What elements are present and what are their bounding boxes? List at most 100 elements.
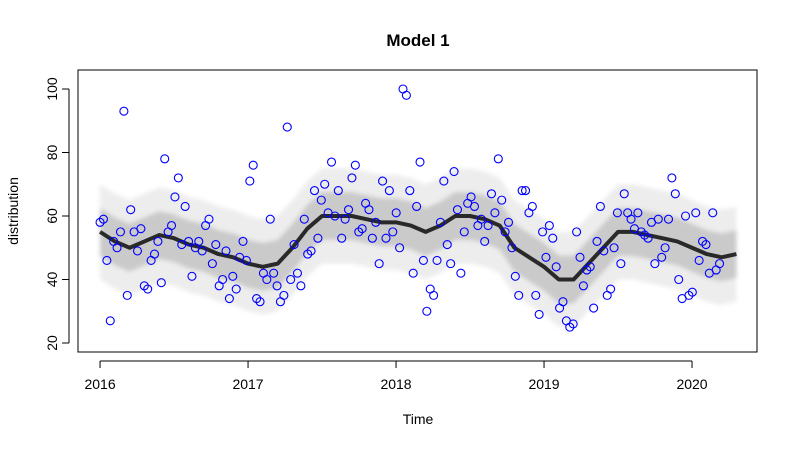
y-tick-label: 60 [44, 208, 60, 224]
data-point [585, 262, 595, 272]
data-point [320, 179, 330, 189]
data-point [633, 208, 643, 218]
data-point [143, 284, 153, 294]
data-point [388, 227, 398, 237]
data-point [558, 297, 568, 307]
data-point [221, 246, 231, 256]
data-point [391, 208, 401, 218]
data-point [136, 224, 146, 234]
data-point [194, 236, 204, 246]
data-point [449, 166, 459, 177]
data-point [500, 227, 510, 237]
data-point [269, 268, 279, 278]
data-point [337, 233, 347, 243]
data-point [527, 201, 537, 212]
data-point [589, 303, 599, 313]
data-point [378, 176, 388, 186]
data-point [333, 186, 343, 196]
data-point [619, 189, 629, 199]
data-point [503, 217, 514, 227]
data-point [115, 227, 126, 237]
data-point [599, 246, 609, 256]
data-point [510, 271, 520, 281]
data-point [306, 246, 316, 256]
data-point [289, 240, 299, 250]
data-point [538, 227, 548, 237]
data-point [255, 297, 265, 307]
data-point [381, 233, 391, 243]
x-tick-label: 2020 [676, 376, 707, 392]
data-point [204, 214, 214, 224]
data-point [544, 220, 554, 231]
data-point [435, 217, 445, 227]
data-point [343, 205, 354, 215]
data-point [456, 268, 466, 278]
data-point [272, 281, 282, 291]
data-point [248, 160, 258, 170]
data-point [578, 281, 588, 291]
data-point [507, 243, 517, 253]
data-point [694, 255, 704, 266]
data-point [357, 224, 367, 234]
data-point [691, 208, 701, 218]
data-point [670, 189, 680, 199]
plot-frame [77, 69, 758, 353]
data-point [687, 287, 697, 297]
chart-title: Model 1 [386, 31, 449, 50]
data-point [612, 208, 622, 218]
data-point [126, 205, 136, 215]
data-point [490, 208, 500, 218]
data-point [520, 186, 531, 196]
data-point [422, 306, 432, 316]
data-point [446, 259, 456, 269]
data-point [228, 271, 238, 281]
data-point [439, 176, 449, 186]
data-point [367, 233, 377, 243]
data-point [282, 122, 292, 132]
data-point [493, 154, 503, 164]
data-point [616, 259, 626, 269]
data-point [156, 278, 166, 288]
data-point [408, 268, 418, 278]
data-point [180, 201, 190, 212]
data-point [541, 252, 551, 262]
data-point [568, 319, 578, 329]
data-point [119, 106, 129, 116]
data-point [514, 290, 524, 300]
data-point [371, 217, 381, 227]
y-tick-label: 20 [44, 335, 60, 351]
data-point [184, 236, 194, 246]
data-point [415, 157, 425, 167]
data-point [292, 268, 303, 278]
data-point [476, 214, 486, 224]
data-point [299, 214, 309, 224]
y-axis-label: distribution [5, 177, 21, 245]
data-point [231, 284, 241, 294]
data-point [452, 205, 463, 215]
data-point [340, 214, 350, 224]
data-point [701, 240, 711, 250]
data-point [575, 252, 585, 262]
data-point [595, 201, 605, 212]
data-point [401, 90, 411, 100]
data-point [347, 173, 357, 183]
data-point [432, 255, 442, 266]
data-point [657, 252, 667, 262]
x-tick-label: 2016 [84, 376, 115, 392]
data-point [653, 214, 663, 224]
data-point [160, 154, 170, 164]
data-point [105, 316, 115, 326]
data-point [102, 255, 112, 266]
data-point [531, 290, 541, 300]
data-point [483, 220, 493, 231]
data-point [112, 243, 122, 253]
x-tick-label: 2018 [380, 376, 411, 392]
data-point [170, 192, 180, 202]
data-point [330, 211, 340, 221]
data-point [197, 246, 207, 256]
data-point [660, 243, 670, 253]
data-point [626, 214, 636, 224]
data-point [466, 192, 476, 202]
